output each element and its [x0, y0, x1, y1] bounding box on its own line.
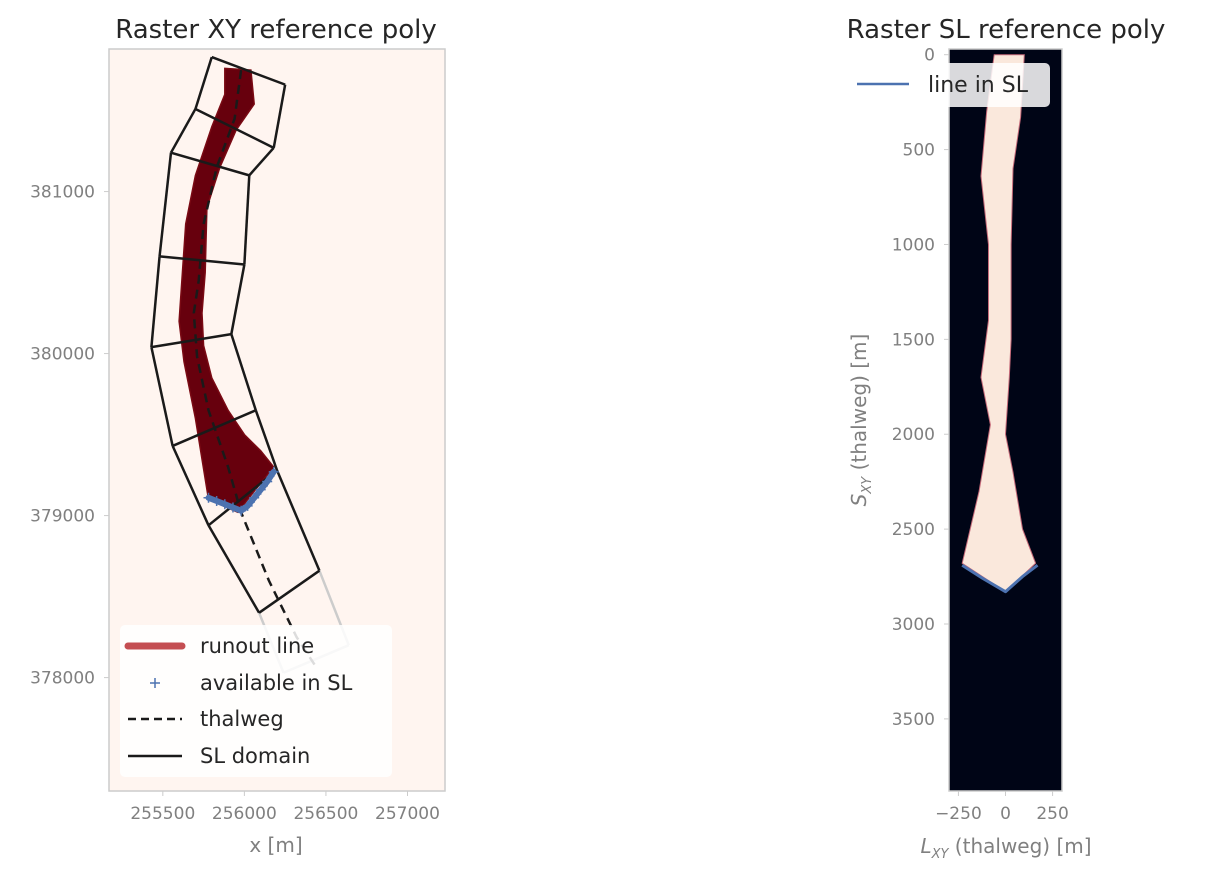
xy-chart-title: Raster XY reference poly: [115, 15, 437, 45]
sl-y-tick-label: 3000: [892, 615, 935, 635]
xy-y-tick-label: 381000: [30, 183, 95, 203]
xy-sl-domain-left-edge: [169, 108, 197, 154]
legend-available-in-sl-label: available in SL: [200, 671, 353, 695]
sl-plot-content: [961, 54, 1039, 594]
legend-line-in-sl-label: line in SL: [928, 73, 1029, 98]
xy-available-in-sl-marker: [268, 466, 279, 477]
xy-available-in-sl-marker: [262, 476, 273, 487]
sl-x-tick-label: 0: [1000, 804, 1011, 824]
sl-line-in-sl: [961, 563, 1039, 594]
xy-legend: runout line available in SL thalweg SL d…: [120, 625, 392, 777]
sl-panel: Raster SL reference poly −250 0 250 0 500 10…: [847, 15, 1166, 862]
sl-x-tick-label: −250: [935, 804, 982, 824]
xy-available-in-sl-marker: [211, 496, 222, 507]
sl-y-axis-label: SXY (thalweg) [m]: [847, 334, 875, 507]
sl-x-axis-label: LXY (thalweg) [m]: [920, 834, 1091, 862]
xy-y-ticks: 378000 379000 380000 381000: [30, 183, 109, 689]
legend-available-in-sl-swatch: [150, 678, 160, 688]
xy-x-ticks: 255500 256000 256500 257000: [130, 791, 440, 824]
xy-panel: Raster XY reference poly 255500 256000 256…: [30, 15, 446, 857]
xy-sl-domain-cross-line: [258, 569, 321, 614]
xy-available-in-sl-marker: [236, 505, 247, 516]
xy-legend-box: [120, 625, 392, 777]
xy-sl-domain-right-edge: [272, 84, 287, 149]
xy-sl-domain-left-edge: [158, 152, 173, 257]
xy-x-tick-label: 255500: [130, 804, 195, 824]
xy-sl-domain-right-edge: [243, 175, 251, 265]
sl-legend: line in SL: [850, 63, 1050, 107]
xy-sl-domain-cross-line: [211, 55, 286, 86]
sl-chart-title: Raster SL reference poly: [847, 15, 1166, 45]
sl-legend-box: [850, 63, 1050, 107]
xy-sl-domain-right-edge: [254, 409, 279, 471]
xy-available-in-sl-marker: [227, 502, 238, 513]
sl-y-tick-label: 0: [924, 46, 935, 66]
legend-sl-domain-label: SL domain: [200, 744, 310, 768]
xy-y-tick-label: 379000: [30, 507, 95, 527]
xy-available-in-sl-marker: [255, 484, 266, 495]
legend-runout-line-label: runout line: [200, 634, 314, 658]
xy-sl-domain-right-edge: [275, 469, 321, 572]
xy-sl-domain-cross-line: [194, 107, 275, 149]
sl-y-ticks: 0 500 1000 1500 2000 2500 3000 3500: [892, 46, 949, 730]
xy-thalweg-line: [192, 69, 316, 666]
sl-x-ticks: −250 0 250: [935, 791, 1069, 824]
sl-y-tick-label: 1000: [892, 235, 935, 255]
xy-sl-domain-cross-line: [151, 332, 232, 349]
xy-sl-domain-left-edge: [150, 256, 161, 348]
xy-sl-domain-right-edge: [248, 146, 275, 177]
xy-x-axis-label: x [m]: [249, 833, 302, 857]
sl-y-tick-label: 1500: [892, 330, 935, 350]
xy-x-tick-label: 257000: [375, 804, 440, 824]
sl-y-tick-label: 3500: [892, 710, 935, 730]
sl-y-tick-label: 2500: [892, 520, 935, 540]
sl-runout-area: [961, 54, 1037, 593]
xy-x-tick-label: 256000: [212, 804, 277, 824]
xy-runout-area: [178, 67, 275, 514]
xy-sl-domain-left-edge: [194, 56, 213, 110]
xy-y-tick-label: 380000: [30, 345, 95, 365]
xy-sl-domain-left-edge: [150, 346, 174, 447]
xy-sl-domain-left-edge: [207, 524, 261, 614]
xy-axes-frame: [108, 48, 446, 792]
sl-axes-frame: [948, 48, 1063, 792]
xy-x-tick-label: 256500: [293, 804, 358, 824]
xy-sl-domain-right-edge: [230, 264, 246, 335]
xy-available-in-sl-marker: [249, 492, 260, 503]
xy-available-in-sl-band: [205, 468, 277, 515]
xy-sl-domain-cross-line: [159, 255, 245, 266]
xy-sl-domain-cross-line: [170, 151, 250, 177]
xy-available-in-sl-marker: [203, 492, 214, 503]
xy-plot-content: [150, 55, 350, 674]
xy-sl-domain-right-edge: [230, 333, 257, 411]
sl-y-tick-label: 500: [903, 141, 935, 161]
sl-y-tick-label: 2000: [892, 425, 935, 445]
sl-x-tick-label: 250: [1036, 804, 1068, 824]
xy-sl-domain-left-edge: [171, 445, 210, 526]
xy-y-tick-label: 378000: [30, 669, 95, 689]
legend-thalweg-label: thalweg: [200, 707, 284, 731]
xy-available-in-sl-marker: [242, 500, 253, 511]
xy-available-in-sl-marker: [219, 499, 230, 510]
